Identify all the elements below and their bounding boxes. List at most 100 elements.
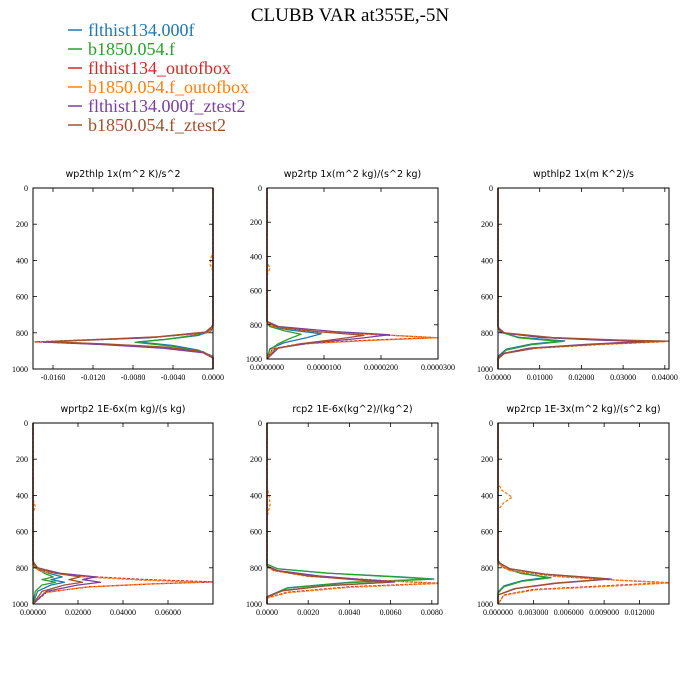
x-tick-label: -0.0120	[81, 373, 106, 382]
series-line	[497, 423, 612, 604]
chart-panel: rcp2 1E-6x(kg^2)/(kg^2) 0 200 400 600 800 1000…	[246, 404, 443, 617]
x-tick-label: 0.02000	[568, 373, 594, 382]
x-tick-label: 0.003000	[518, 608, 548, 617]
panel-title: wp2thlp 1x(m^2 K)/s^2	[65, 169, 180, 180]
series-line	[497, 423, 608, 604]
x-tick-label: -0.0080	[121, 373, 146, 382]
y-tick-label: 400	[481, 256, 493, 265]
series-line	[266, 423, 439, 604]
y-tick-label: 1000	[12, 365, 28, 374]
chart-panel: wp2thlp 1x(m^2 K)/s^2 0 200 400 600 800 1000 -0…	[12, 169, 224, 382]
y-tick-label: 200	[250, 455, 262, 464]
y-tick-label: 800	[16, 329, 28, 338]
x-tick-label: 0.04000	[110, 608, 136, 617]
x-tick-label: 0.02000	[65, 608, 91, 617]
y-tick-label: 600	[481, 528, 493, 537]
y-tick-label: 600	[16, 293, 28, 302]
y-tick-label: 0	[489, 184, 493, 193]
y-tick-label: 1000	[246, 355, 262, 364]
x-tick-label: 0.0060	[380, 608, 402, 617]
x-tick-label: 0.009000	[589, 608, 619, 617]
y-tick-label: 400	[250, 252, 262, 261]
series-line	[32, 423, 102, 605]
series-line	[137, 188, 214, 369]
legend-label: flthist134_outofbox	[88, 58, 231, 78]
y-tick-label: 200	[481, 220, 493, 229]
y-tick-label: 0	[489, 419, 493, 428]
plot-frame	[266, 422, 439, 605]
series-line	[497, 423, 670, 605]
y-tick-label: 1000	[12, 600, 28, 609]
x-tick-label: 0.0000300	[421, 363, 455, 372]
y-tick-label: 200	[16, 455, 28, 464]
panel-title: wp2rtp 1x(m^2 kg)/(s^2 kg)	[284, 169, 422, 180]
y-tick-label: 800	[481, 329, 493, 338]
y-tick-label: 1000	[477, 365, 493, 374]
x-tick-label: 0.0000	[256, 608, 278, 617]
series-line	[266, 188, 391, 360]
panel-title: wprtp2 1E-6x(m kg)/(s kg)	[61, 404, 186, 415]
plot-frame	[32, 187, 214, 370]
chart-panel: wprtp2 1E-6x(m kg)/(s kg) 0 200 400 600 800 10…	[12, 404, 214, 617]
series-line	[134, 188, 214, 369]
y-tick-label: 800	[250, 321, 262, 330]
x-tick-label: 0.0000	[202, 373, 224, 382]
y-tick-label: 1000	[477, 600, 493, 609]
x-tick-label: 0.0000100	[307, 363, 341, 372]
legend-label: b1850.054.f_outofbox	[88, 77, 249, 97]
series-line	[266, 423, 396, 604]
series-line	[497, 188, 645, 369]
legend: flthist134.000fb1850.054.fflthist134_out…	[68, 20, 249, 135]
y-tick-label: 400	[250, 491, 262, 500]
legend-label: flthist134.000f_ztest2	[88, 96, 245, 116]
x-tick-label: 0.01000	[527, 373, 553, 382]
panel-title: wp2rcp 1E-3x(m^2 kg)/(s^2 kg)	[506, 404, 660, 415]
x-tick-label: 0.0020	[297, 608, 319, 617]
x-tick-label: 0.03000	[610, 373, 636, 382]
plot-frame	[266, 187, 439, 360]
x-tick-label: -0.0040	[161, 373, 186, 382]
series-line	[266, 423, 388, 604]
series-line	[32, 423, 84, 605]
x-tick-label: -0.0160	[41, 373, 66, 382]
x-tick-label: 0.00000	[485, 373, 511, 382]
series-line	[266, 423, 439, 604]
x-tick-label: 0.0080	[421, 608, 443, 617]
y-tick-label: 200	[250, 218, 262, 227]
y-tick-label: 0	[258, 419, 262, 428]
panel-title: rcp2 1E-6x(kg^2)/(kg^2)	[292, 404, 412, 415]
panel-title: wpthlp2 1x(m K^2)/s	[533, 169, 634, 180]
y-tick-label: 0	[258, 184, 262, 193]
series-line	[266, 423, 435, 604]
x-tick-label: 0.00000	[20, 608, 46, 617]
panel-grid: wp2thlp 1x(m^2 K)/s^2 0 200 400 600 800 1000 -0…	[12, 169, 678, 617]
x-tick-label: 0.012000	[625, 608, 655, 617]
y-tick-label: 200	[16, 220, 28, 229]
x-tick-label: 0.000000	[483, 608, 513, 617]
series-line	[32, 423, 203, 605]
legend-label: b1850.054.f	[88, 39, 175, 59]
chart-panel: wp2rcp 1E-3x(m^2 kg)/(s^2 kg) 0 200 400 600 8…	[477, 404, 670, 617]
y-tick-label: 0	[24, 184, 28, 193]
y-tick-label: 800	[16, 564, 28, 573]
x-tick-label: 0.006000	[554, 608, 584, 617]
series-line	[497, 188, 564, 369]
plot-frame	[497, 187, 670, 370]
x-tick-label: 0.06000	[155, 608, 181, 617]
series-line	[32, 423, 66, 605]
series-line	[32, 423, 57, 605]
y-tick-label: 400	[16, 491, 28, 500]
x-tick-label: 0.0000000	[250, 363, 284, 372]
series-line	[266, 188, 302, 360]
y-tick-label: 400	[16, 256, 28, 265]
y-tick-label: 600	[16, 528, 28, 537]
figure-title: CLUBB VAR at355E,-5N	[251, 5, 450, 26]
chart-panel: wp2rtp 1x(m^2 kg)/(s^2 kg) 0 200 400 600 800 1…	[246, 169, 455, 372]
series-line	[497, 423, 552, 604]
y-tick-label: 0	[24, 419, 28, 428]
y-tick-label: 400	[481, 491, 493, 500]
x-tick-label: 0.0040	[338, 608, 360, 617]
plot-frame	[497, 422, 670, 605]
y-tick-label: 800	[250, 564, 262, 573]
